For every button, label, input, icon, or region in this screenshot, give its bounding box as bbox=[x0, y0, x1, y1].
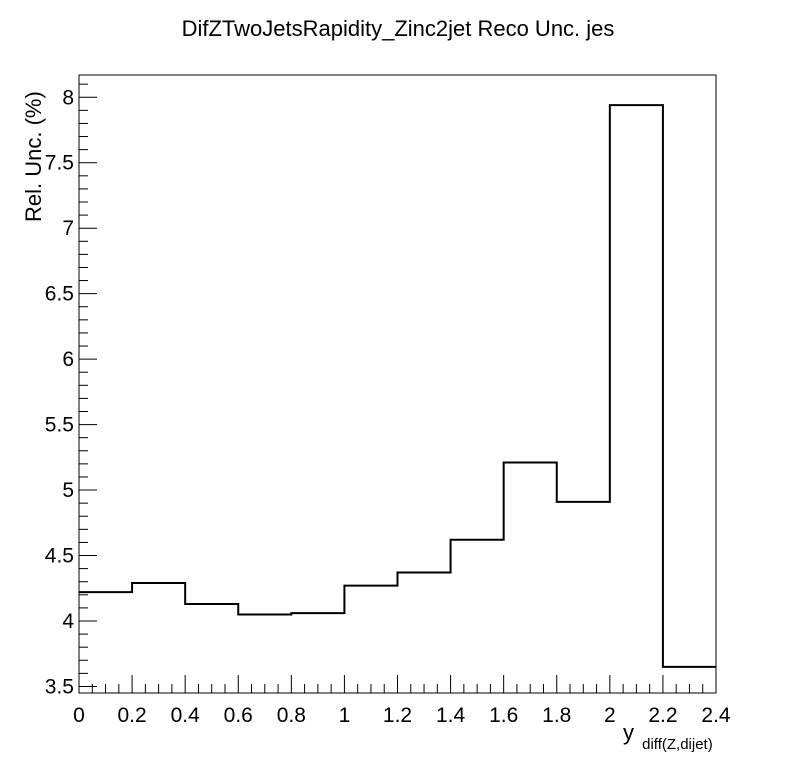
x-axis-label: y diff(Z,dijet) bbox=[623, 720, 713, 753]
x-tick-label: 1 bbox=[339, 704, 351, 727]
y-axis: 3.5 4 4.5 5 5.5 6 6.5 7 7.5 8 bbox=[45, 83, 97, 698]
x-tick-label: 2 bbox=[604, 704, 616, 727]
histogram-outline bbox=[79, 104, 716, 668]
x-axis-label-subscript: diff(Z,dijet) bbox=[642, 736, 713, 753]
plot-frame bbox=[78, 74, 717, 694]
x-tick-label: 0.6 bbox=[224, 704, 253, 727]
y-tick-label: 7.5 bbox=[45, 152, 74, 175]
chart-title: DifZTwoJetsRapidity_Zinc2jet Reco Unc. j… bbox=[182, 16, 615, 41]
x-tick-label: 0 bbox=[73, 704, 85, 727]
y-tick-label: 4.5 bbox=[45, 545, 74, 568]
y-tick-label: 6 bbox=[62, 348, 74, 371]
x-tick-label: 0.2 bbox=[117, 704, 146, 727]
y-axis-label: Rel. Unc. (%) bbox=[21, 91, 46, 222]
x-tick-label: 1.4 bbox=[436, 704, 466, 727]
y-tick-label: 6.5 bbox=[45, 283, 74, 306]
x-tick-label: 2.2 bbox=[648, 704, 677, 727]
x-tick-label: 2.4 bbox=[701, 704, 731, 727]
y-tick-label: 5.5 bbox=[45, 414, 74, 437]
x-tick-label: 0.8 bbox=[277, 704, 306, 727]
y-tick-label: 5 bbox=[62, 479, 74, 502]
plot-border bbox=[78, 74, 717, 694]
y-tick-label: 8 bbox=[62, 86, 74, 109]
x-tick-label: 1.6 bbox=[489, 704, 518, 727]
x-axis-label-main: y bbox=[623, 720, 634, 745]
x-tick-label: 1.2 bbox=[383, 704, 412, 727]
x-tick-label: 0.4 bbox=[171, 704, 201, 727]
y-tick-label: 7 bbox=[62, 217, 74, 240]
y-tick-label: 3.5 bbox=[45, 675, 74, 698]
x-axis: 0 0.2 0.4 0.6 0.8 1 1.2 1.4 1.6 1.8 2 2.2 2.4 bbox=[73, 675, 731, 727]
y-tick-label: 4 bbox=[62, 610, 74, 633]
series-line bbox=[79, 104, 716, 668]
x-tick-label: 1.8 bbox=[542, 704, 571, 727]
